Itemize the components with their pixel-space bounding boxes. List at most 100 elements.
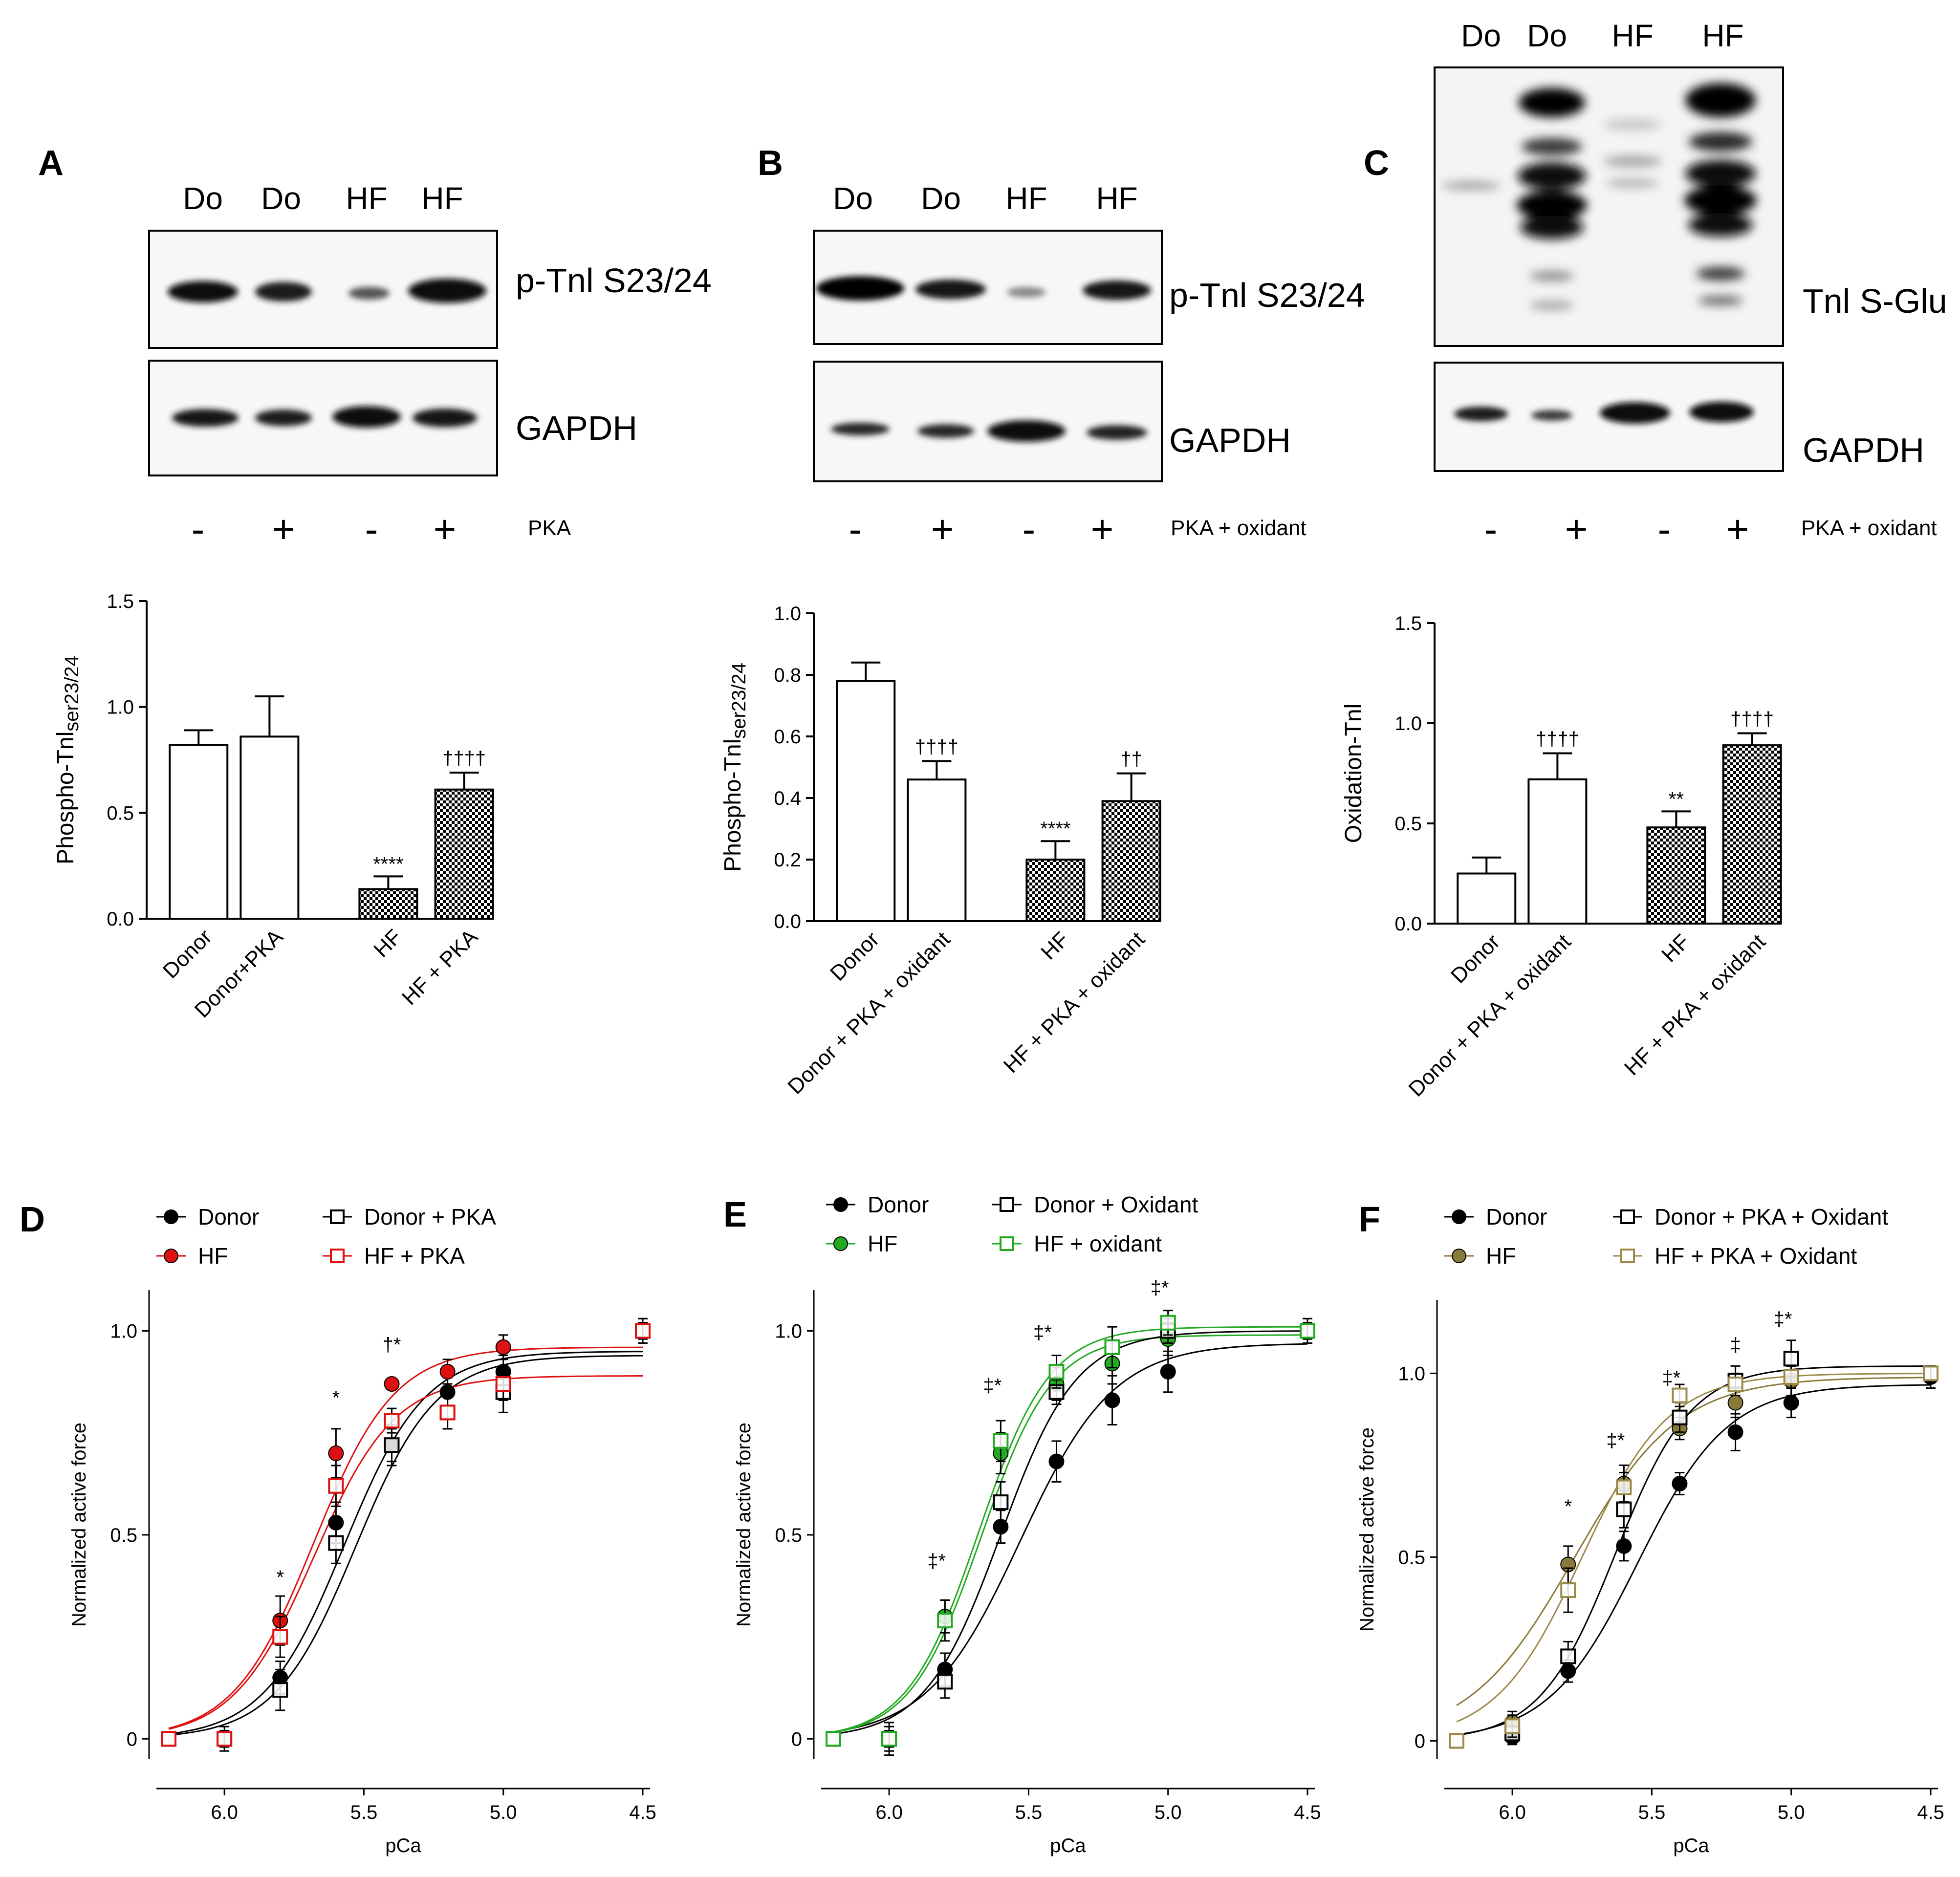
blot-bands	[1442, 83, 1757, 310]
y-tick-label: 0	[127, 1728, 137, 1750]
significance-label: ‡*	[1774, 1309, 1792, 1330]
significance-label: ††††	[1536, 729, 1579, 750]
data-point	[495, 1339, 511, 1355]
blot-bands	[1454, 402, 1754, 424]
x-tick-label: 5.0	[490, 1802, 517, 1823]
significance-label: ††	[1120, 749, 1142, 770]
legend-label: HF	[1486, 1243, 1516, 1269]
category-label: Donor	[826, 927, 884, 985]
data-point	[993, 1433, 1009, 1449]
legend-marker	[1452, 1249, 1466, 1263]
y-axis-title: Phospho-Tnlser23/24	[720, 663, 750, 872]
y-tick-label: 1.0	[107, 697, 134, 718]
y-axis-subscript: ser23/24	[728, 663, 750, 739]
band-label: p-Tnl S23/24	[1169, 276, 1365, 314]
fit-curve	[833, 1334, 1307, 1733]
band-label: GAPDH	[1169, 421, 1291, 459]
legend-f: Donor HF Donor + PKA + Oxidant HF + PKA + O…	[1444, 1204, 1888, 1269]
data-point	[826, 1731, 841, 1747]
significance-label: ‡*	[983, 1375, 1002, 1397]
data-point	[1560, 1648, 1576, 1664]
data-point	[1672, 1409, 1688, 1425]
legend-marker	[164, 1249, 178, 1263]
legend-label: HF	[198, 1243, 228, 1269]
data-point	[1727, 1395, 1743, 1411]
legend-marker	[1620, 1249, 1635, 1263]
band-label: GAPDH	[1803, 431, 1924, 469]
data-point	[1104, 1339, 1120, 1355]
fit-curve	[1456, 1373, 1931, 1723]
data-point	[1672, 1476, 1688, 1491]
data-point	[1160, 1363, 1176, 1380]
lane-label: Do	[261, 181, 301, 216]
bar	[434, 788, 494, 920]
data-point	[937, 1613, 953, 1629]
y-tick-label: 1.0	[1394, 713, 1422, 734]
category-label: HF	[1036, 927, 1073, 964]
category-label: HF	[369, 925, 406, 962]
bar	[1457, 872, 1517, 925]
bar	[907, 778, 967, 922]
data-point	[161, 1731, 176, 1747]
y-tick-label: 0.8	[774, 665, 801, 686]
y-tick-label: 1.0	[110, 1320, 137, 1342]
significance-label: ††††	[915, 736, 958, 757]
band-label: GAPDH	[516, 409, 637, 447]
y-tick-label: 1.0	[775, 1320, 802, 1342]
y-axis-title: Phospho-Tnlser23/24	[53, 655, 83, 864]
treatment-sign: -	[365, 507, 378, 551]
data-point	[1616, 1501, 1632, 1517]
legend-label: Donor + PKA + Oxidant	[1655, 1204, 1888, 1230]
y-tick-label: 0.0	[107, 908, 134, 930]
significance-label: ‡*	[927, 1551, 946, 1572]
category-label: HF + PKA + oxidant	[999, 927, 1150, 1078]
panel-label-c: C	[1364, 144, 1389, 183]
y-tick-label: 0.5	[1398, 1547, 1425, 1568]
treatment-sign: +	[272, 507, 295, 551]
legend-e: Donor HF Donor + Oxidant HF + oxidant	[826, 1192, 1198, 1256]
legend-marker	[164, 1209, 178, 1224]
bar-chart-a: 0.00.51.01.5Phospho-Tnlser23/24DonorDono…	[53, 591, 494, 1022]
lane-label: HF	[346, 181, 387, 216]
data-point	[1160, 1315, 1176, 1331]
legend-label: Donor	[868, 1192, 929, 1217]
category-label: HF + PKA	[397, 925, 482, 1010]
bar	[169, 744, 229, 920]
legend-label: Donor	[1486, 1204, 1547, 1230]
legend-marker	[1000, 1197, 1014, 1212]
panel-label-b: B	[758, 144, 783, 183]
data-point	[328, 1535, 344, 1551]
y-axis-title: Oxidation-Tnl	[1341, 704, 1367, 843]
y-axis-subscript: ser23/24	[61, 655, 83, 732]
treatment-sign: +	[434, 507, 457, 551]
fit-curve	[833, 1326, 1307, 1733]
legend-label: HF + PKA	[364, 1243, 465, 1269]
blot-b: Do Do HF HF p-Tnl S23/24 GAPDH - + - + P…	[813, 181, 1365, 551]
data-point	[384, 1413, 400, 1429]
y-tick-label: 0	[791, 1728, 802, 1750]
significance-label: ‡	[1730, 1334, 1741, 1356]
lane-label: HF	[421, 181, 463, 216]
lane-label: HF	[1612, 18, 1653, 53]
treatment-sign: -	[192, 507, 205, 551]
y-tick-label: 0.6	[774, 726, 801, 748]
legend-d: Donor HF Donor + PKA HF + PKA	[156, 1204, 496, 1269]
force-pca-chart-e: 0 0.5 1.0 Normalized active force 6.0 5.5 5.0 4…	[733, 1277, 1321, 1856]
category-label: HF	[1657, 929, 1694, 967]
legend-marker	[330, 1249, 345, 1263]
significance-label: ****	[1040, 818, 1070, 840]
legend-marker	[1452, 1209, 1466, 1224]
y-tick-label: 0.5	[775, 1525, 802, 1546]
data-point	[1783, 1395, 1799, 1411]
y-tick-label: 0.5	[107, 802, 134, 824]
bar	[1722, 744, 1782, 925]
significance-label: ‡*	[1151, 1277, 1169, 1298]
bar	[836, 680, 896, 922]
data-point	[1727, 1424, 1743, 1440]
data-point	[1783, 1351, 1799, 1367]
data-point	[1616, 1538, 1632, 1554]
fit-curve	[833, 1330, 1308, 1735]
bar	[1101, 800, 1161, 923]
blot-bands	[168, 279, 486, 303]
